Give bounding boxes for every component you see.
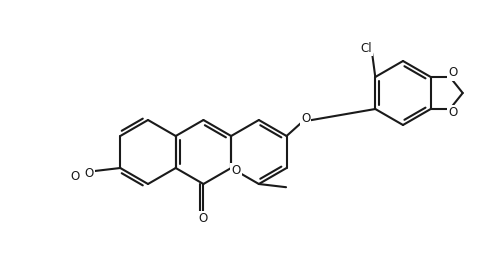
Text: O: O: [85, 167, 94, 180]
Text: Cl: Cl: [360, 42, 372, 54]
Text: O: O: [199, 212, 208, 225]
Text: O: O: [301, 112, 310, 125]
Text: O: O: [448, 67, 457, 79]
Text: O: O: [70, 170, 80, 183]
Text: O: O: [448, 107, 457, 119]
Text: O: O: [231, 165, 241, 178]
